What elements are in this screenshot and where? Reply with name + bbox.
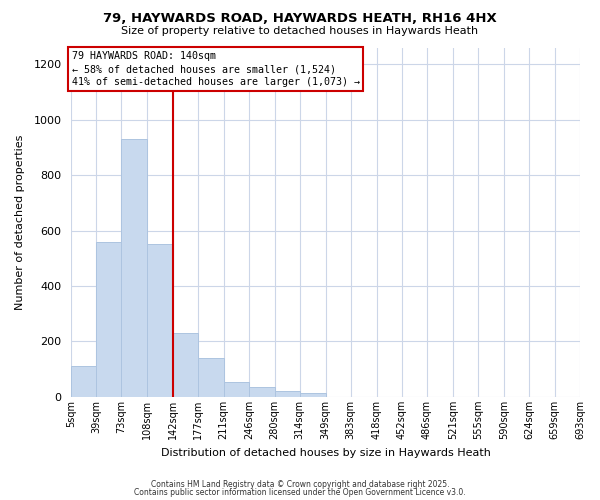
Y-axis label: Number of detached properties: Number of detached properties [15, 134, 25, 310]
Bar [148, 244, 173, 397]
Bar [97, 242, 121, 397]
Text: 79, HAYWARDS ROAD, HAYWARDS HEATH, RH16 4HX: 79, HAYWARDS ROAD, HAYWARDS HEATH, RH16 … [103, 12, 497, 26]
Bar [275, 392, 300, 397]
Bar [173, 333, 199, 397]
Bar [300, 392, 326, 397]
Text: Contains public sector information licensed under the Open Government Licence v3: Contains public sector information licen… [134, 488, 466, 497]
X-axis label: Distribution of detached houses by size in Haywards Heath: Distribution of detached houses by size … [161, 448, 491, 458]
Bar [250, 387, 275, 397]
Text: Contains HM Land Registry data © Crown copyright and database right 2025.: Contains HM Land Registry data © Crown c… [151, 480, 449, 489]
Bar [224, 382, 250, 397]
Bar [199, 358, 224, 397]
Bar [71, 366, 97, 397]
Text: Size of property relative to detached houses in Haywards Heath: Size of property relative to detached ho… [121, 26, 479, 36]
Text: 79 HAYWARDS ROAD: 140sqm
← 58% of detached houses are smaller (1,524)
41% of sem: 79 HAYWARDS ROAD: 140sqm ← 58% of detach… [72, 51, 360, 87]
Bar [121, 139, 148, 397]
